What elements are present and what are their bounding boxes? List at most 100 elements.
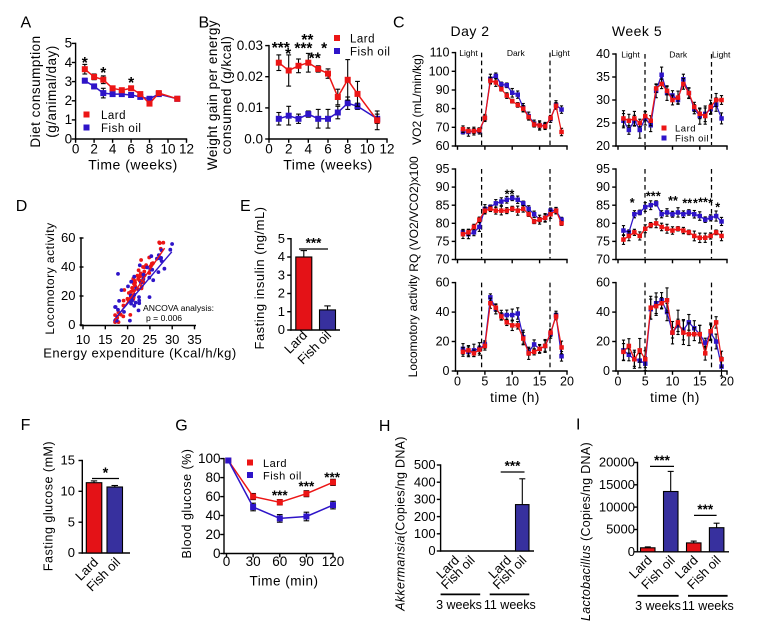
svg-text:0.0: 0.0 bbox=[244, 131, 263, 146]
svg-text:0: 0 bbox=[603, 364, 610, 378]
svg-text:E: E bbox=[240, 198, 251, 215]
svg-text:70: 70 bbox=[596, 253, 610, 267]
svg-text:Dark: Dark bbox=[507, 48, 526, 58]
svg-text:25: 25 bbox=[143, 332, 157, 347]
svg-text:30: 30 bbox=[596, 93, 610, 107]
svg-text:5: 5 bbox=[65, 36, 73, 51]
svg-text:***: *** bbox=[299, 479, 316, 494]
svg-text:1: 1 bbox=[65, 112, 73, 127]
svg-text:60: 60 bbox=[596, 276, 610, 290]
svg-text:*: * bbox=[100, 65, 107, 82]
svg-text:100: 100 bbox=[198, 451, 221, 466]
svg-text:Time (weeks): Time (weeks) bbox=[88, 157, 178, 173]
svg-text:0: 0 bbox=[443, 364, 450, 378]
svg-text:2: 2 bbox=[65, 93, 73, 108]
svg-text:Lard: Lard bbox=[101, 110, 126, 122]
svg-text:Dark: Dark bbox=[669, 50, 688, 60]
svg-text:11 weeks: 11 weeks bbox=[484, 598, 536, 612]
svg-text:5: 5 bbox=[481, 374, 488, 388]
svg-text:Locomotory activity: Locomotory activity bbox=[406, 275, 420, 378]
svg-text:6: 6 bbox=[127, 141, 135, 156]
svg-text:2: 2 bbox=[285, 141, 293, 156]
svg-text:Fish oil: Fish oil bbox=[263, 470, 302, 482]
svg-text:Lard: Lard bbox=[263, 458, 287, 470]
svg-text:Fasting glucose (mM): Fasting glucose (mM) bbox=[42, 441, 56, 571]
svg-text:5: 5 bbox=[278, 231, 285, 246]
svg-text:500: 500 bbox=[414, 457, 436, 472]
svg-text:10: 10 bbox=[360, 141, 375, 156]
svg-text:35: 35 bbox=[596, 70, 610, 84]
svg-text:Akkermansia(Copies/ng DNA): Akkermansia(Copies/ng DNA) bbox=[394, 436, 408, 612]
svg-text:70: 70 bbox=[436, 253, 450, 267]
svg-text:35: 35 bbox=[187, 332, 201, 347]
svg-text:20: 20 bbox=[205, 527, 220, 542]
svg-text:0: 0 bbox=[68, 545, 75, 560]
svg-text:Light: Light bbox=[621, 50, 640, 60]
svg-text:Fish oil: Fish oil bbox=[101, 123, 141, 135]
svg-text:Time (weeks): Time (weeks) bbox=[283, 157, 373, 173]
svg-text:60: 60 bbox=[205, 489, 220, 504]
svg-text:40: 40 bbox=[436, 305, 450, 319]
svg-text:80: 80 bbox=[436, 216, 450, 230]
svg-text:20: 20 bbox=[596, 335, 610, 349]
svg-text:20: 20 bbox=[120, 332, 134, 347]
svg-text:Lard: Lard bbox=[675, 124, 696, 135]
svg-text:0: 0 bbox=[65, 131, 73, 146]
svg-text:*: * bbox=[708, 197, 713, 211]
svg-text:85: 85 bbox=[596, 198, 610, 212]
svg-text:10: 10 bbox=[666, 374, 680, 388]
svg-text:*: * bbox=[715, 201, 720, 215]
svg-text:*: * bbox=[128, 75, 135, 92]
svg-text:(g/animal/day): (g/animal/day) bbox=[44, 45, 59, 138]
svg-text:*: * bbox=[630, 196, 635, 210]
svg-text:I: I bbox=[576, 417, 580, 434]
svg-text:Day 2: Day 2 bbox=[450, 23, 489, 39]
svg-text:60: 60 bbox=[436, 139, 450, 153]
svg-text:90: 90 bbox=[436, 180, 450, 194]
svg-text:0: 0 bbox=[428, 543, 435, 558]
svg-text:Lactobacillus (Copies/ng DNA): Lactobacillus (Copies/ng DNA) bbox=[579, 442, 593, 621]
svg-text:***: *** bbox=[505, 459, 522, 474]
svg-text:ANCOVA analysis:: ANCOVA analysis: bbox=[143, 303, 214, 313]
svg-text:**: ** bbox=[682, 197, 692, 211]
svg-text:0: 0 bbox=[615, 374, 622, 388]
svg-text:**: ** bbox=[301, 32, 314, 49]
svg-text:Diet consumption: Diet consumption bbox=[28, 35, 43, 147]
svg-text:5000: 5000 bbox=[606, 522, 635, 537]
svg-text:Light: Light bbox=[459, 48, 478, 58]
svg-text:Energy expenditure (Kcal/h/kg): Energy expenditure (Kcal/h/kg) bbox=[43, 346, 236, 361]
svg-text:11 weeks: 11 weeks bbox=[682, 599, 734, 613]
svg-text:time (h): time (h) bbox=[650, 390, 700, 405]
svg-text:1: 1 bbox=[278, 304, 285, 319]
svg-text:12: 12 bbox=[379, 141, 394, 156]
svg-text:10000: 10000 bbox=[599, 499, 635, 514]
svg-text:Blood glucose (%): Blood glucose (%) bbox=[180, 449, 194, 559]
svg-text:20: 20 bbox=[436, 335, 450, 349]
svg-text:80: 80 bbox=[436, 102, 450, 116]
svg-text:0: 0 bbox=[213, 546, 221, 561]
svg-text:0: 0 bbox=[454, 374, 461, 388]
svg-text:75: 75 bbox=[596, 235, 610, 249]
svg-text:60: 60 bbox=[272, 554, 287, 569]
svg-text:95: 95 bbox=[596, 162, 610, 176]
svg-text:0: 0 bbox=[628, 544, 635, 559]
svg-text:Fasting insulin (ng/mL): Fasting insulin (ng/mL) bbox=[252, 207, 267, 350]
svg-text:40: 40 bbox=[596, 305, 610, 319]
svg-text:20: 20 bbox=[596, 139, 610, 153]
svg-text:8: 8 bbox=[146, 141, 154, 156]
svg-text:Light: Light bbox=[551, 48, 570, 58]
svg-text:D: D bbox=[16, 198, 28, 215]
svg-text:15: 15 bbox=[693, 374, 707, 388]
svg-text:G: G bbox=[175, 418, 187, 435]
svg-text:Time (min): Time (min) bbox=[250, 574, 319, 589]
svg-text:10: 10 bbox=[76, 332, 90, 347]
svg-text:120: 120 bbox=[322, 554, 345, 569]
svg-text:A: A bbox=[21, 15, 32, 32]
svg-text:4: 4 bbox=[278, 249, 285, 264]
svg-text:20000: 20000 bbox=[599, 455, 635, 470]
svg-text:**: ** bbox=[646, 190, 656, 204]
svg-text:95: 95 bbox=[436, 162, 450, 176]
svg-text:4: 4 bbox=[109, 141, 117, 156]
svg-text:30: 30 bbox=[246, 554, 261, 569]
svg-text:30: 30 bbox=[165, 332, 179, 347]
